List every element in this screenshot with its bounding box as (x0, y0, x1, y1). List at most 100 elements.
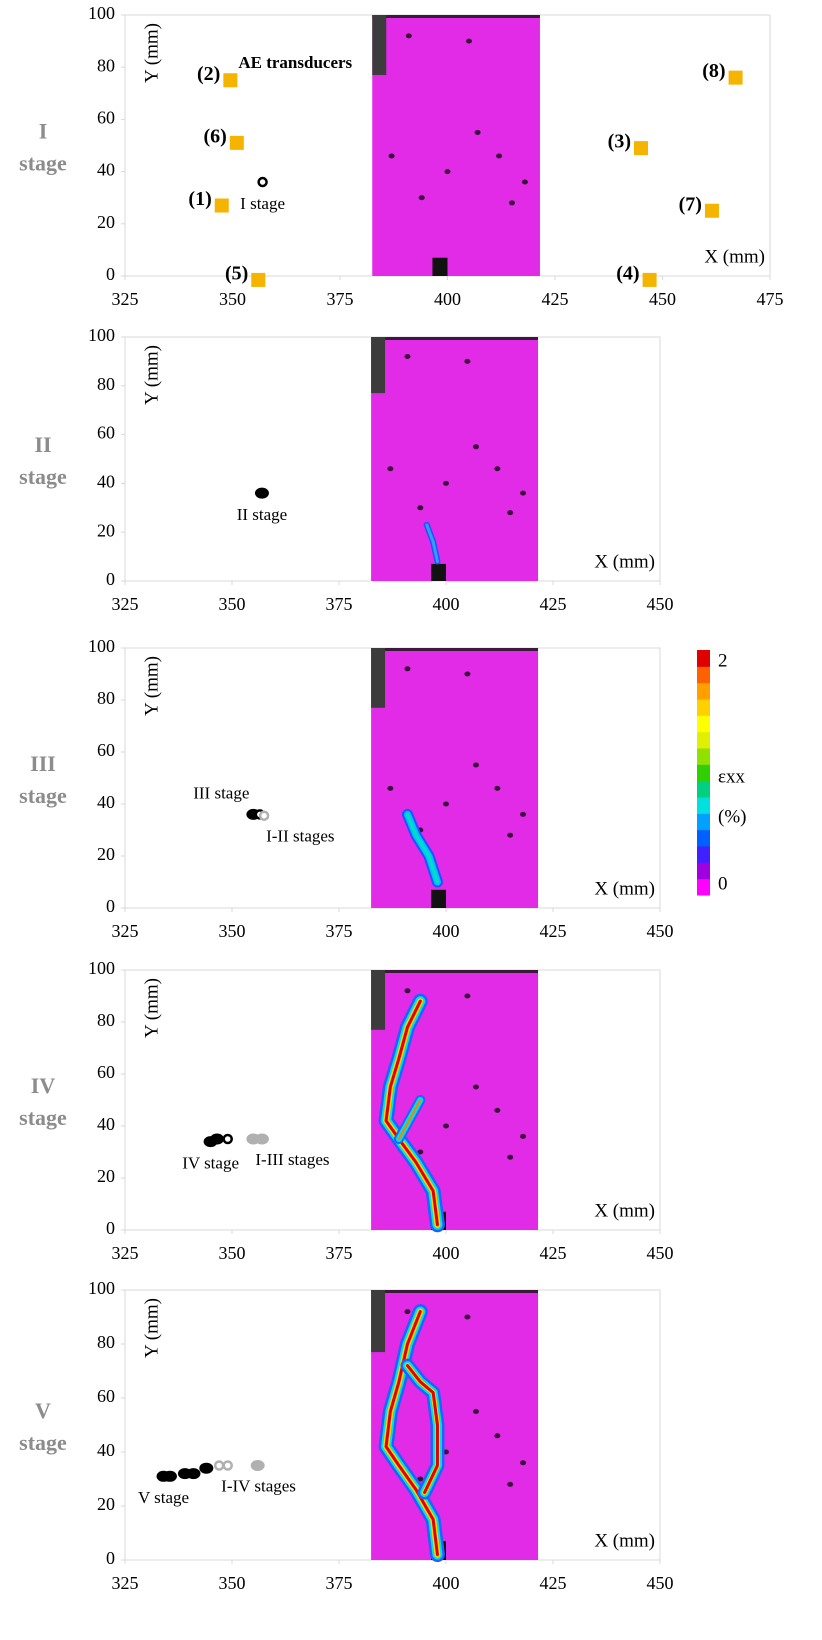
x-axis-label: X (mm) (594, 1530, 655, 1551)
y-tick-label: 40 (97, 792, 115, 812)
speckle (520, 1460, 526, 1465)
x-tick-label: 450 (649, 289, 676, 309)
figure: 020406080100325350375400425450475Y (mm)X… (0, 0, 822, 1640)
specimen-top-edge (372, 15, 540, 18)
x-tick-label: 350 (219, 594, 246, 614)
speckle (507, 510, 513, 515)
colorbar-band (697, 683, 710, 700)
y-tick-label: 100 (88, 325, 115, 345)
colorbar-band (697, 830, 710, 847)
y-axis-label: Y (mm) (141, 23, 162, 83)
speckle (419, 195, 425, 200)
transducer-marker (251, 273, 265, 287)
colorbar-band (697, 732, 710, 749)
speckle (507, 833, 513, 838)
x-tick-label: 400 (433, 1243, 460, 1263)
x-tick-label: 325 (112, 1243, 139, 1263)
event-marker (163, 1471, 177, 1482)
x-tick-label: 450 (647, 1573, 674, 1593)
colorbar-tick-label: 2 (718, 650, 728, 671)
speckle (494, 466, 500, 471)
speckle (389, 153, 395, 158)
series-label: V stage (138, 1488, 189, 1507)
row-label: II (34, 432, 51, 457)
series-label: I-IV stages (221, 1476, 296, 1495)
colorbar-band (697, 666, 710, 683)
series-label: III stage (193, 783, 249, 802)
x-tick-label: 400 (434, 289, 461, 309)
y-tick-label: 40 (97, 1114, 115, 1134)
specimen-top-edge (371, 337, 538, 340)
clamp (371, 970, 385, 1030)
speckle (522, 180, 528, 185)
x-tick-label: 450 (647, 1243, 674, 1263)
x-tick-label: 325 (112, 921, 139, 941)
point-label: (8) (702, 60, 725, 82)
event-marker (259, 178, 267, 186)
specimen-top-edge (371, 970, 538, 973)
y-tick-label: 60 (97, 740, 115, 760)
colorbar-band (697, 797, 710, 814)
speckle (494, 786, 500, 791)
dic-image (371, 648, 538, 908)
speckle (466, 39, 472, 44)
row-label: stage (19, 1430, 67, 1455)
y-tick-label: 100 (88, 3, 115, 23)
x-tick-label: 375 (326, 1573, 353, 1593)
x-tick-label: 375 (326, 1243, 353, 1263)
x-axis-label: X (mm) (594, 878, 655, 899)
y-tick-label: 0 (106, 569, 115, 589)
y-tick-label: 60 (97, 1386, 115, 1406)
y-tick-label: 80 (97, 1010, 115, 1030)
colorbar-band (697, 650, 710, 667)
y-tick-label: 0 (106, 1548, 115, 1568)
x-axis-label: X (mm) (594, 1200, 655, 1221)
series-label: I-III stages (255, 1150, 329, 1169)
colorbar-band (697, 699, 710, 716)
x-tick-label: 425 (540, 921, 567, 941)
y-tick-label: 20 (97, 520, 115, 540)
colorbar-band (697, 862, 710, 879)
clamp (371, 1290, 385, 1352)
row-label: stage (19, 1105, 67, 1130)
y-axis-label: Y (mm) (141, 656, 162, 716)
colorbar-band (697, 846, 710, 863)
clamp (371, 337, 385, 393)
event-marker (255, 1134, 269, 1145)
speckle (404, 666, 410, 671)
colorbar-label: εxx (718, 766, 745, 787)
transducer-marker (230, 136, 244, 150)
y-tick-label: 80 (97, 688, 115, 708)
x-axis-label: X (mm) (594, 551, 655, 572)
speckle (464, 1315, 470, 1320)
dic-image (371, 970, 538, 1230)
event-marker (199, 1463, 213, 1474)
dic-image (371, 1290, 538, 1560)
specimen (371, 648, 538, 908)
x-tick-label: 450 (647, 594, 674, 614)
speckle (404, 988, 410, 993)
transducer-marker (223, 73, 237, 87)
y-tick-label: 40 (97, 1440, 115, 1460)
x-tick-label: 400 (433, 594, 460, 614)
series-label: AE transducers (238, 53, 352, 72)
colorbar-unit: (%) (718, 806, 746, 827)
speckle (445, 169, 451, 174)
y-tick-label: 60 (97, 423, 115, 443)
speckle (507, 1155, 513, 1160)
row-label: stage (19, 464, 67, 489)
x-tick-label: 425 (540, 1573, 567, 1593)
colorbar-band (697, 748, 710, 765)
y-tick-label: 60 (97, 108, 115, 128)
x-tick-label: 375 (326, 921, 353, 941)
speckle (387, 466, 393, 471)
point-label: (6) (203, 125, 226, 147)
speckle (509, 200, 515, 205)
speckle (464, 672, 470, 677)
x-tick-label: 475 (757, 289, 784, 309)
specimen-top-edge (371, 648, 538, 651)
event-marker (210, 1134, 224, 1145)
event-marker (260, 812, 268, 820)
x-tick-label: 350 (219, 1573, 246, 1593)
speckle (520, 491, 526, 496)
